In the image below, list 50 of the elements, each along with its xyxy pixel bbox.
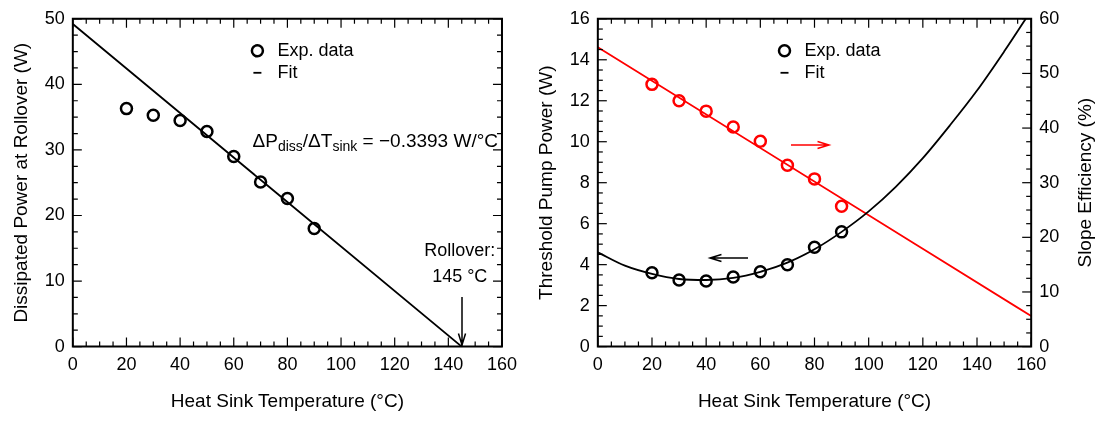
x-tick-label: 160 — [486, 354, 518, 375]
y-tick-label: 10 — [44, 270, 65, 291]
y2-tick-label: 10 — [1039, 280, 1060, 301]
y-tick-label: 8 — [579, 171, 590, 192]
x-tick-label: 100 — [853, 354, 884, 375]
x-tick-label: 160 — [1016, 354, 1047, 375]
x-tick-label: 80 — [804, 354, 825, 375]
x-tick-label: 80 — [277, 354, 298, 375]
y-tick-label: 16 — [569, 7, 590, 28]
x-tick-label: 40 — [696, 354, 717, 375]
y-tick-label: 0 — [54, 335, 65, 356]
x-tick-label: 120 — [379, 354, 410, 375]
legend-label: Exp. data — [277, 39, 355, 60]
x-tick-label: 60 — [750, 354, 771, 375]
x-tick-label: 20 — [641, 354, 663, 375]
y-tick-label: 30 — [44, 138, 65, 159]
y-tick-label: 50 — [44, 7, 65, 28]
y2-tick-label: 40 — [1039, 117, 1060, 138]
y2-tick-label: 0 — [1039, 335, 1050, 356]
y-tick-label: 4 — [579, 253, 590, 274]
x-tick-label: 20 — [116, 354, 137, 375]
x-tick-label: 120 — [907, 354, 938, 375]
y-tick-label: 0 — [579, 335, 590, 356]
x-tick-label: 140 — [961, 354, 993, 375]
legend-label: Exp. data — [804, 39, 882, 60]
annotation: Rollover: 145 °C — [424, 239, 496, 286]
legend-label: Fit — [277, 61, 298, 82]
legend-label: Fit — [804, 61, 825, 82]
x-tick-label: 140 — [433, 354, 464, 375]
y-tick-label: 12 — [569, 89, 590, 110]
y2-axis-title: Slope Efficiency (%) — [1074, 97, 1096, 268]
y2-tick-label: 60 — [1039, 7, 1060, 28]
y-tick-label: 14 — [569, 48, 590, 69]
x-tick-label: 0 — [67, 354, 78, 375]
x-tick-label: 40 — [170, 354, 191, 375]
y-tick-label: 20 — [44, 204, 65, 225]
y-tick-label: 6 — [579, 212, 590, 233]
x-axis-title: Heat Sink Temperature (°C) — [697, 389, 932, 411]
y-axis-title: Dissipated Power at Rollover (W) — [9, 42, 31, 323]
y2-tick-label: 30 — [1039, 171, 1060, 192]
y2-tick-label: 50 — [1039, 62, 1060, 83]
y2-tick-label: 20 — [1039, 226, 1060, 247]
x-tick-label: 0 — [592, 354, 603, 375]
x-axis-title: Heat Sink Temperature (°C) — [170, 389, 405, 411]
x-tick-label: 60 — [223, 354, 244, 375]
y-axis-title: Threshold Pump Power (W) — [534, 65, 556, 300]
y-tick-label: 2 — [579, 294, 590, 315]
y-tick-label: 10 — [569, 130, 590, 151]
y-tick-label: 40 — [44, 73, 65, 94]
x-tick-label: 100 — [326, 354, 357, 375]
